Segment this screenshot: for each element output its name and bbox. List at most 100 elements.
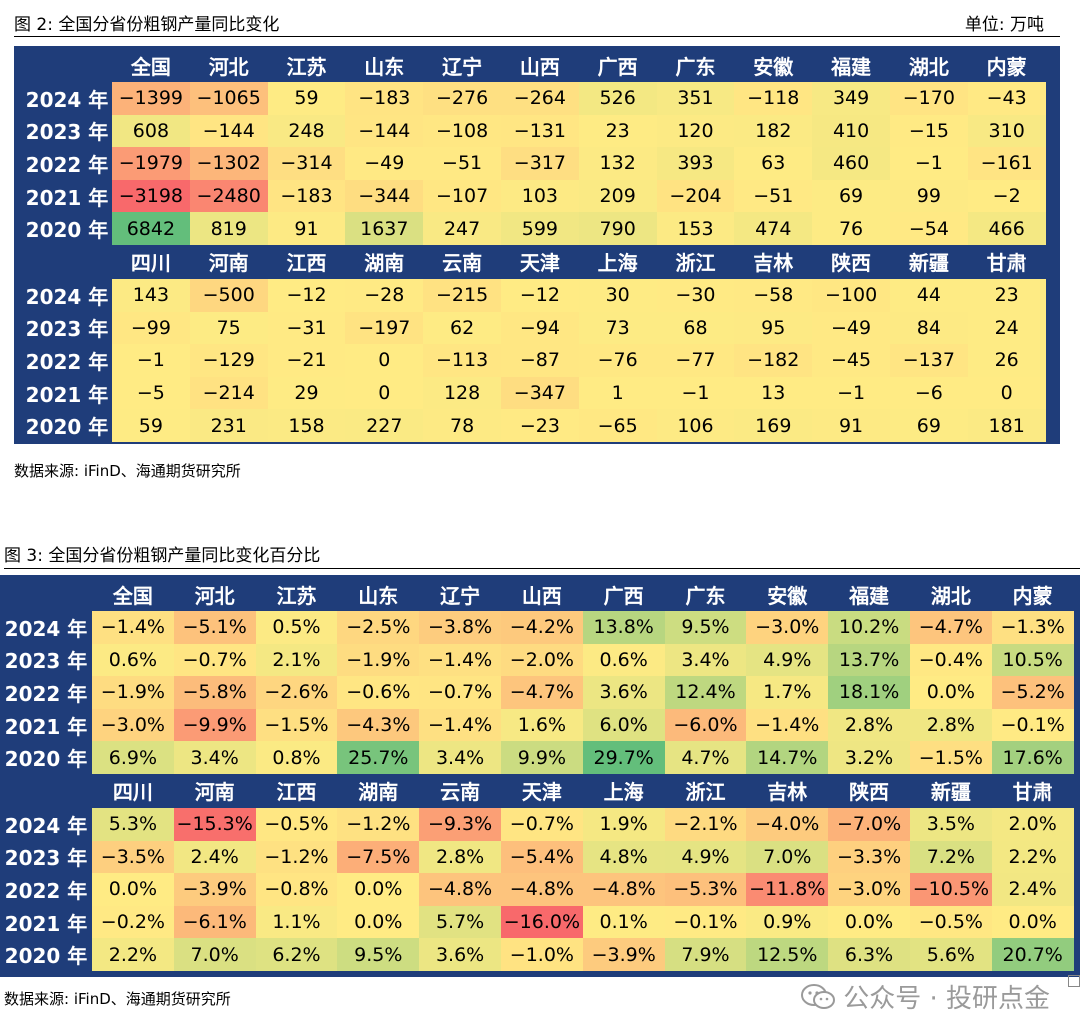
heatmap-cell: 351 — [656, 82, 735, 115]
table-row: 2021 年 −0.2% −6.1% 1.1% 0.0% 5.7% −16.0% 0.1% −0… — [0, 905, 1074, 939]
wechat-icon — [801, 983, 836, 1009]
table-row: 2023 年 −99 75 −31 −197 62 −94 73 68 95 −49 84 24 — [22, 311, 1046, 345]
heatmap-cell: −0.7% — [419, 676, 501, 709]
header-corner — [22, 48, 112, 82]
heatmap-cell: −344 — [345, 179, 424, 213]
heatmap-cell: 12.4% — [664, 676, 747, 709]
heatmap-cell: −1399 — [112, 82, 190, 115]
province-header: 湖北 — [889, 48, 968, 82]
heatmap-cell: −118 — [734, 82, 813, 115]
year-label: 2020 年 — [0, 741, 92, 774]
heatmap-cell: −1302 — [189, 147, 268, 180]
heatmap-cell: −5.8% — [173, 676, 256, 709]
heatmap-cell: 13 — [734, 376, 813, 410]
province-header: 河南 — [189, 244, 268, 279]
heatmap-cell: −3.0% — [92, 708, 174, 742]
heatmap-cell: −170 — [889, 82, 968, 115]
province-header: 新疆 — [909, 773, 992, 808]
heatmap-cell: 69 — [812, 179, 890, 213]
province-header: 山西 — [500, 48, 579, 82]
province-header: 上海 — [582, 773, 665, 808]
heatmap-cell: −2.0% — [500, 643, 583, 677]
heatmap-cell: −137 — [889, 344, 968, 377]
figure-3-title: 图 3: 全国分省份粗钢产量同比变化百分比 — [4, 546, 321, 566]
heatmap-cell: 103 — [500, 179, 579, 213]
heatmap-cell: 5.3% — [92, 807, 174, 841]
heatmap-cell: 0.0% — [828, 905, 910, 939]
heatmap-cell: 3.5% — [909, 807, 992, 841]
heatmap-cell: −183 — [267, 179, 346, 213]
heatmap-cell: 0 — [345, 376, 424, 410]
heatmap-cell: −16.0% — [500, 905, 583, 939]
heatmap-cell: −2.1% — [664, 807, 747, 841]
heatmap-cell: −0.2% — [92, 905, 174, 939]
year-label: 2021 年 — [22, 376, 112, 410]
heatmap-cell: −0.5% — [909, 905, 992, 939]
heatmap-cell: 474 — [734, 212, 813, 245]
province-header: 湖北 — [909, 577, 992, 611]
heatmap-cell: 23 — [967, 278, 1046, 312]
table-row: 2022 年 −1.9% −5.8% −2.6% −0.6% −0.7% −4.7% 3.6%… — [0, 676, 1074, 709]
year-label: 2022 年 — [0, 676, 92, 709]
heatmap-cell: 1637 — [345, 212, 424, 245]
heatmap-cell: 0.0% — [92, 873, 174, 906]
heatmap-cell: 209 — [578, 179, 657, 213]
heatmap-cell: 3.2% — [828, 741, 910, 774]
heatmap-cell: −99 — [112, 311, 190, 345]
province-header: 四川 — [92, 773, 174, 808]
heatmap-cell: 106 — [656, 409, 735, 442]
heatmap-cell: 0 — [345, 344, 424, 377]
heatmap-cell: 2.8% — [419, 840, 501, 874]
heatmap-cell: 25.7% — [337, 741, 420, 774]
heatmap-cell: 0.1% — [582, 905, 665, 939]
province-header: 四川 — [112, 244, 190, 279]
heatmap-cell: 13.7% — [828, 643, 910, 677]
heatmap-cell: −1.4% — [92, 611, 174, 644]
heatmap-cell: −3.8% — [419, 611, 501, 644]
province-header: 山东 — [345, 48, 424, 82]
year-label: 2023 年 — [0, 643, 92, 677]
year-label: 2020 年 — [22, 409, 112, 442]
heatmap-table-1: 全国 河北 江苏 山东 辽宁 山西 广西 广东 安徽 福建 湖北 内蒙 2024 年 −1399 −1065… — [22, 48, 1046, 442]
year-label: 2024 年 — [0, 611, 92, 644]
year-label: 2020 年 — [0, 938, 92, 971]
heatmap-cell: −3.9% — [582, 938, 665, 971]
heatmap-cell: −7.0% — [828, 807, 910, 841]
province-header: 云南 — [419, 773, 501, 808]
province-header: 福建 — [828, 577, 910, 611]
heatmap-cell: 158 — [267, 409, 346, 442]
heatmap-cell: 91 — [267, 212, 346, 245]
table-row: 2020 年 6842 819 91 1637 247 599 790 153 474 76 −54 4… — [22, 212, 1046, 245]
heatmap-cell: −54 — [889, 212, 968, 245]
heatmap-cell: −4.7% — [909, 611, 992, 644]
heatmap-cell: 4.9% — [746, 643, 829, 677]
province-header: 江苏 — [267, 48, 346, 82]
province-header: 安徽 — [746, 577, 829, 611]
heatmap-cell: −15 — [889, 114, 968, 148]
header-corner — [22, 244, 112, 279]
year-label: 2024 年 — [22, 278, 112, 312]
heatmap-cell: 20.7% — [991, 938, 1074, 971]
year-label: 2024 年 — [22, 82, 112, 115]
heatmap-cell: −6.1% — [173, 905, 256, 939]
province-header: 广西 — [578, 48, 657, 82]
heatmap-cell: 29 — [267, 376, 346, 410]
heatmap-cell: −2480 — [189, 179, 268, 213]
heatmap-cell: −2.6% — [255, 676, 338, 709]
heatmap-cell: 0.0% — [991, 905, 1074, 939]
heatmap-cell: −4.0% — [746, 807, 829, 841]
heatmap-cell: 24 — [967, 311, 1046, 345]
heatmap-cell: 44 — [889, 278, 968, 312]
heatmap-cell: 9.9% — [500, 741, 583, 774]
heatmap-cell: 10.2% — [828, 611, 910, 644]
heatmap-cell: 63 — [734, 147, 813, 180]
heatmap-cell: 5.7% — [419, 905, 501, 939]
province-header: 吉林 — [746, 773, 829, 808]
heatmap-cell: −0.8% — [255, 873, 338, 906]
heatmap-cell: −276 — [423, 82, 501, 115]
heatmap-cell: 4.7% — [664, 741, 747, 774]
heatmap-cell: 153 — [656, 212, 735, 245]
province-header: 吉林 — [734, 244, 813, 279]
heatmap-cell: −65 — [578, 409, 657, 442]
heatmap-cell: −214 — [189, 376, 268, 410]
